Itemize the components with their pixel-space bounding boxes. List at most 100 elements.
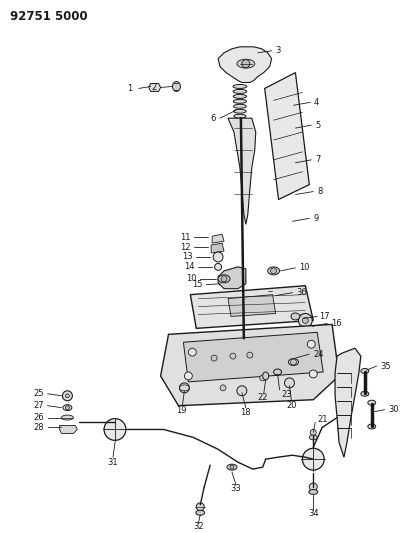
Circle shape <box>309 483 317 491</box>
Polygon shape <box>218 267 246 289</box>
Circle shape <box>66 394 69 398</box>
Text: 7: 7 <box>315 155 321 164</box>
Ellipse shape <box>218 275 230 282</box>
Text: 2: 2 <box>151 83 157 92</box>
Text: 24: 24 <box>313 350 324 359</box>
Text: 92751 5000: 92751 5000 <box>10 10 88 22</box>
Ellipse shape <box>227 464 237 470</box>
Text: 17: 17 <box>319 312 330 321</box>
Text: 12: 12 <box>180 243 190 252</box>
Polygon shape <box>149 84 160 92</box>
Text: 36: 36 <box>296 288 307 297</box>
Circle shape <box>104 418 126 440</box>
Circle shape <box>62 391 72 401</box>
Circle shape <box>298 313 312 327</box>
Circle shape <box>213 252 223 262</box>
Text: 10: 10 <box>299 263 310 272</box>
Text: 8: 8 <box>317 187 323 196</box>
Circle shape <box>240 387 246 393</box>
Ellipse shape <box>234 104 246 108</box>
Polygon shape <box>190 286 313 328</box>
Text: 11: 11 <box>180 232 190 241</box>
Ellipse shape <box>266 290 273 299</box>
Text: 21: 21 <box>317 415 328 424</box>
Circle shape <box>221 276 227 282</box>
Circle shape <box>66 406 69 410</box>
Circle shape <box>247 352 253 358</box>
Ellipse shape <box>237 59 255 68</box>
Ellipse shape <box>291 313 300 320</box>
Circle shape <box>230 353 236 359</box>
Text: 1: 1 <box>128 84 133 93</box>
Ellipse shape <box>233 94 246 99</box>
Ellipse shape <box>63 405 72 410</box>
Circle shape <box>215 263 222 270</box>
Text: 25: 25 <box>33 389 44 398</box>
Circle shape <box>230 465 234 469</box>
Ellipse shape <box>263 372 269 380</box>
Ellipse shape <box>368 400 376 405</box>
Text: 9: 9 <box>313 214 318 223</box>
Text: 30: 30 <box>389 405 399 414</box>
Text: 26: 26 <box>33 413 44 422</box>
Text: 10: 10 <box>186 274 196 283</box>
Circle shape <box>284 378 294 388</box>
Circle shape <box>307 340 315 348</box>
Ellipse shape <box>268 267 280 275</box>
Text: 18: 18 <box>240 408 251 417</box>
Circle shape <box>271 268 276 274</box>
Text: 33: 33 <box>230 484 241 494</box>
Text: 23: 23 <box>282 390 292 399</box>
Ellipse shape <box>361 391 369 396</box>
Ellipse shape <box>62 415 73 420</box>
Text: 19: 19 <box>176 406 187 415</box>
Circle shape <box>184 372 192 380</box>
Polygon shape <box>212 234 224 243</box>
Ellipse shape <box>234 99 246 103</box>
Polygon shape <box>160 325 339 406</box>
Circle shape <box>310 430 316 435</box>
Circle shape <box>309 370 317 378</box>
Polygon shape <box>60 425 77 433</box>
Text: 22: 22 <box>258 393 268 402</box>
Text: 32: 32 <box>193 522 204 531</box>
Ellipse shape <box>361 368 369 374</box>
Text: 15: 15 <box>192 280 202 289</box>
Text: 20: 20 <box>286 401 297 410</box>
Polygon shape <box>218 47 272 83</box>
Circle shape <box>180 383 189 393</box>
Circle shape <box>260 375 266 381</box>
Polygon shape <box>228 118 256 224</box>
Ellipse shape <box>234 114 246 118</box>
Ellipse shape <box>309 489 318 495</box>
Circle shape <box>196 503 204 511</box>
Ellipse shape <box>368 424 376 429</box>
Ellipse shape <box>172 82 180 92</box>
Ellipse shape <box>309 435 317 440</box>
Polygon shape <box>183 332 323 382</box>
Circle shape <box>290 359 296 365</box>
Text: 13: 13 <box>182 253 192 262</box>
Ellipse shape <box>288 359 298 366</box>
Ellipse shape <box>233 85 247 88</box>
Circle shape <box>220 385 226 391</box>
Circle shape <box>211 355 217 361</box>
Text: 14: 14 <box>184 262 194 271</box>
Polygon shape <box>335 348 361 457</box>
Text: 4: 4 <box>313 98 318 107</box>
Text: 34: 34 <box>308 509 318 518</box>
Circle shape <box>188 348 196 356</box>
Text: 27: 27 <box>33 401 44 410</box>
Text: 35: 35 <box>381 361 391 370</box>
Polygon shape <box>265 72 309 199</box>
Ellipse shape <box>274 369 282 375</box>
Ellipse shape <box>234 109 246 113</box>
Text: 28: 28 <box>33 423 44 432</box>
Text: 5: 5 <box>315 120 320 130</box>
Circle shape <box>302 448 324 470</box>
Circle shape <box>237 386 247 396</box>
Text: 31: 31 <box>108 458 118 467</box>
Ellipse shape <box>233 90 247 93</box>
Polygon shape <box>211 243 224 253</box>
Text: 3: 3 <box>276 46 281 55</box>
